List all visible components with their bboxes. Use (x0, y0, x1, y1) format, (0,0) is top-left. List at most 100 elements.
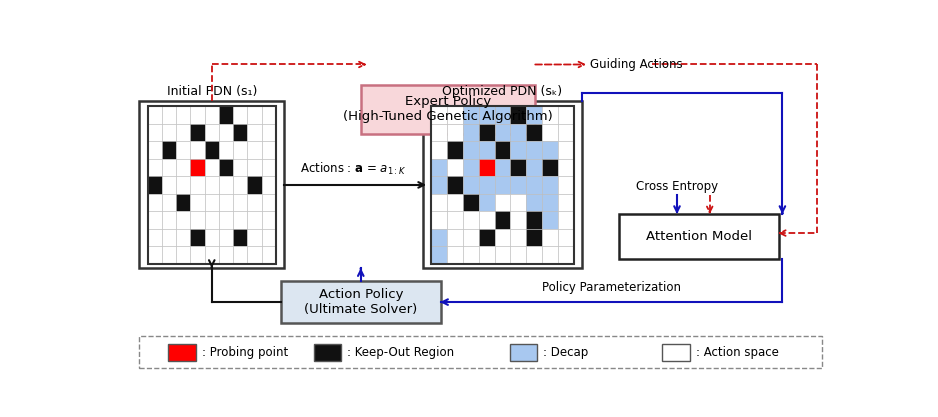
Bar (463, 106, 478, 124)
Bar (510, 176, 526, 193)
Bar (447, 193, 463, 211)
Bar (542, 176, 558, 193)
Bar (558, 124, 574, 141)
Bar (447, 141, 463, 159)
Bar (248, 141, 262, 159)
Text: : Probing point: : Probing point (202, 346, 288, 359)
Bar (526, 193, 542, 211)
Bar (148, 176, 162, 193)
Bar (248, 124, 262, 141)
Bar (494, 141, 510, 159)
Bar (447, 159, 463, 176)
Bar (248, 211, 262, 229)
Bar (494, 193, 510, 211)
Bar (558, 176, 574, 193)
Bar (148, 106, 276, 264)
Bar (510, 211, 526, 229)
Bar (526, 211, 542, 229)
Bar (204, 159, 219, 176)
Bar (204, 124, 219, 141)
Bar (190, 246, 204, 264)
Bar (190, 211, 204, 229)
Bar (478, 106, 494, 124)
Bar (422, 101, 582, 269)
Bar (233, 106, 248, 124)
Bar (431, 106, 447, 124)
Bar (204, 229, 219, 246)
Bar (510, 193, 526, 211)
Bar (148, 211, 162, 229)
Bar (542, 193, 558, 211)
Bar (233, 211, 248, 229)
Bar (542, 124, 558, 141)
Bar (463, 176, 478, 193)
Bar (219, 176, 233, 193)
Bar (463, 246, 478, 264)
Bar (558, 193, 574, 211)
Bar (204, 106, 219, 124)
Bar (262, 124, 276, 141)
Bar (494, 229, 510, 246)
Bar (190, 124, 204, 141)
Bar (162, 159, 176, 176)
Bar (526, 229, 542, 246)
Bar (431, 211, 447, 229)
Bar (431, 141, 447, 159)
Bar (494, 246, 510, 264)
Bar (447, 246, 463, 264)
FancyArrowPatch shape (536, 62, 584, 67)
Bar (162, 211, 176, 229)
Bar (662, 344, 690, 362)
Bar (233, 246, 248, 264)
Bar (262, 211, 276, 229)
Bar (447, 124, 463, 141)
FancyArrowPatch shape (418, 182, 424, 188)
Text: Cross Entropy: Cross Entropy (636, 180, 719, 193)
Bar (463, 141, 478, 159)
Bar (148, 141, 162, 159)
Bar (148, 159, 162, 176)
FancyArrowPatch shape (779, 230, 786, 236)
Text: Attention Model: Attention Model (645, 230, 752, 243)
Bar (219, 211, 233, 229)
Bar (162, 141, 176, 159)
Bar (190, 176, 204, 193)
Bar (233, 141, 248, 159)
Bar (204, 193, 219, 211)
Bar (204, 141, 219, 159)
Text: : Decap: : Decap (543, 346, 588, 359)
FancyArrowPatch shape (779, 206, 785, 213)
Bar (447, 229, 463, 246)
Bar (262, 176, 276, 193)
Bar (447, 106, 463, 124)
FancyArrowPatch shape (209, 260, 215, 267)
Bar (542, 159, 558, 176)
Bar (558, 246, 574, 264)
Bar (558, 211, 574, 229)
Bar (162, 176, 176, 193)
Bar (162, 193, 176, 211)
Text: Guiding Actions: Guiding Actions (590, 58, 682, 71)
Bar (463, 124, 478, 141)
Bar (219, 141, 233, 159)
FancyArrowPatch shape (358, 269, 364, 276)
Bar (478, 159, 494, 176)
Bar (478, 211, 494, 229)
Bar (463, 159, 478, 176)
Bar (162, 106, 176, 124)
Bar (219, 124, 233, 141)
Bar (148, 124, 162, 141)
FancyArrowPatch shape (674, 206, 680, 212)
Bar (248, 193, 262, 211)
Bar (148, 229, 162, 246)
Bar (494, 159, 510, 176)
Bar (510, 106, 526, 124)
Bar (494, 124, 510, 141)
Bar (431, 246, 447, 264)
Bar (190, 141, 204, 159)
Bar (526, 246, 542, 264)
Bar (494, 176, 510, 193)
Bar (542, 246, 558, 264)
Bar (558, 106, 574, 124)
Bar (447, 176, 463, 193)
